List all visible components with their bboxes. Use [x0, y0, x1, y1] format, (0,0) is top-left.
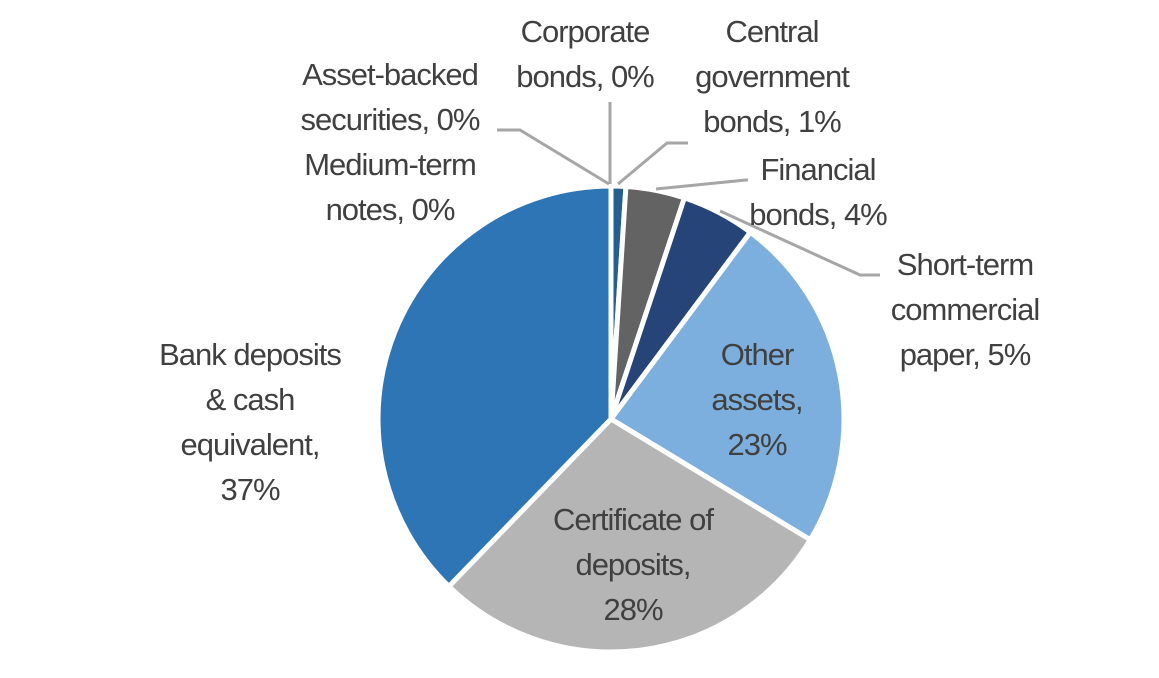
data-label-short-term-commercial-paper: Short-term commercial paper, 5%: [891, 247, 1039, 372]
data-label-line: bonds, 4%: [749, 197, 887, 232]
data-label-line: Asset-backed: [302, 57, 478, 92]
data-label-line: commercial: [891, 292, 1039, 327]
leader-lines: [497, 102, 880, 277]
leader-line-central-government: [617, 141, 688, 186]
data-label-line: assets,: [711, 382, 802, 417]
data-label-line: equivalent,: [181, 427, 320, 462]
data-label-line: Short-term: [897, 247, 1033, 282]
data-label-line: Corporate: [521, 14, 650, 49]
data-label-certificate-of-deposits: Certificate of deposits, 28%: [553, 502, 714, 627]
data-label-other-assets: Other assets, 23%: [711, 337, 802, 462]
data-label-line: Certificate of: [553, 502, 714, 537]
leader-line-asset-backed: [497, 128, 610, 186]
data-label-line: Central: [726, 14, 819, 49]
data-label-asset-backed-securities: Asset-backed securities, 0%: [301, 57, 480, 137]
data-label-line: securities, 0%: [301, 102, 480, 137]
pie-slices: [375, 183, 847, 655]
data-label-line: deposits,: [575, 547, 690, 582]
leader-line-financial: [655, 178, 748, 191]
pie-slice-certificate-of-deposits: [446, 416, 813, 655]
data-label-line: bonds, 1%: [703, 104, 841, 139]
data-label-line: & cash: [206, 382, 295, 417]
data-label-line: 37%: [220, 472, 279, 507]
data-label-line: Financial: [760, 152, 875, 187]
pie-slice-other-assets: [608, 229, 847, 543]
pie-slice-bank-deposits-cash-equivalent: [375, 183, 614, 589]
data-label-line: notes, 0%: [326, 192, 455, 227]
data-label-line: Medium-term: [304, 147, 476, 182]
data-label-line: 23%: [727, 427, 786, 462]
data-label-corporate-bonds: Corporate bonds, 0%: [516, 14, 654, 94]
data-label-financial-bonds: Financial bonds, 4%: [749, 152, 887, 232]
data-label-line: 28%: [603, 592, 662, 627]
data-label-medium-term-notes: Medium-term notes, 0%: [304, 147, 476, 227]
data-label-line: government: [695, 59, 850, 94]
leader-line-short-term: [719, 209, 880, 277]
data-label-line: Bank deposits: [159, 337, 341, 372]
data-label-line: Other: [721, 337, 794, 372]
data-label-line: paper, 5%: [900, 337, 1031, 372]
data-label-bank-deposits-cash-equivalent: Bank deposits & cash equivalent, 37%: [159, 337, 341, 507]
data-label-central-government-bonds: Central government bonds, 1%: [695, 14, 850, 139]
data-labels: Corporate bonds, 0% Central government bonds…: [159, 14, 1040, 627]
data-label-line: bonds, 0%: [516, 59, 654, 94]
